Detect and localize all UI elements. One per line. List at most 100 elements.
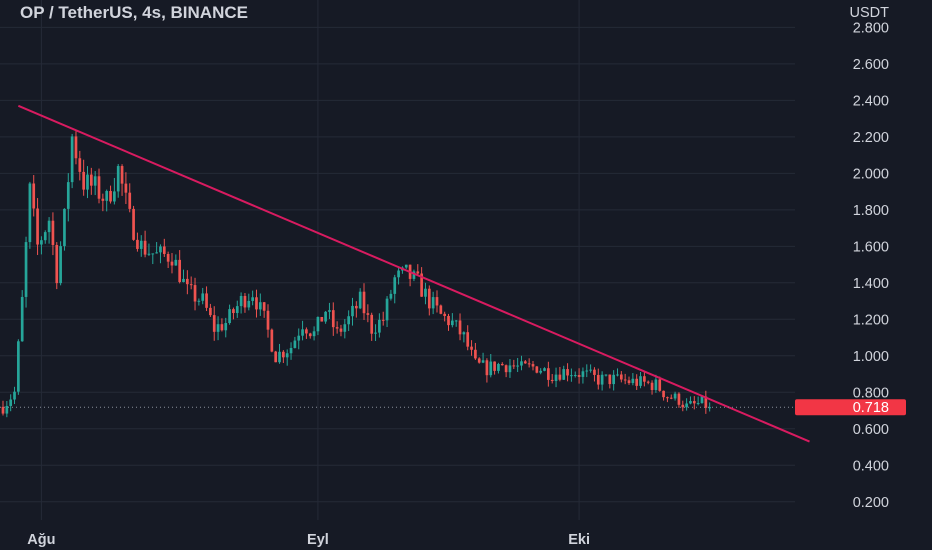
last-price-tag: 0.718 — [795, 399, 906, 416]
candle-body — [285, 353, 289, 358]
trendline[interactable] — [17, 104, 810, 443]
y-tick-label: 2.000 — [853, 166, 889, 182]
candle-body — [393, 277, 397, 294]
candle-body — [489, 361, 493, 376]
candle-body — [331, 310, 335, 328]
candle-body — [416, 271, 420, 274]
candle-body — [366, 313, 370, 315]
candle-body — [9, 399, 13, 406]
candle-body — [639, 376, 642, 386]
candle-body — [485, 360, 489, 376]
candle-body — [266, 310, 270, 330]
candle-body — [435, 297, 439, 306]
candle-body — [182, 278, 185, 283]
time-axis[interactable]: Ağu Eyl Eki — [27, 532, 590, 548]
candle-body — [589, 369, 592, 371]
candle-body — [451, 320, 454, 326]
candle-body — [577, 375, 581, 377]
candle-body — [658, 379, 662, 391]
candle-body — [343, 324, 347, 332]
candle-body — [297, 335, 301, 341]
candle-body — [155, 252, 158, 254]
candle-body — [466, 332, 470, 347]
candle-body — [170, 261, 174, 266]
candle-body — [412, 271, 416, 279]
candle-body — [358, 291, 362, 309]
price-axis[interactable]: 2.800 2.600 2.400 2.200 2.000 1.800 1.600 1.400… — [853, 20, 889, 510]
chart-grid — [0, 0, 795, 520]
y-tick-label: 2.600 — [853, 57, 889, 73]
candle-body — [243, 295, 247, 308]
candle-body — [301, 329, 304, 336]
candle-body — [420, 273, 423, 297]
candle-body — [608, 374, 612, 385]
candle-body — [354, 305, 358, 309]
candle-body — [378, 319, 381, 333]
candle-body — [508, 365, 512, 373]
candle-body — [174, 259, 178, 266]
candle-body — [209, 307, 212, 316]
candles-layer — [1, 131, 712, 418]
candle-body — [59, 246, 62, 284]
candle-body — [159, 246, 162, 253]
candle-body — [374, 332, 377, 334]
candle-body — [677, 393, 681, 405]
candle-body — [262, 302, 266, 311]
candle-body — [136, 239, 139, 249]
candle-body — [47, 220, 51, 233]
candle-body — [527, 363, 531, 365]
candle-body — [500, 363, 504, 366]
candle-body — [685, 403, 688, 408]
candle-body — [124, 183, 128, 193]
candle-body — [212, 315, 216, 332]
candle-body — [251, 297, 254, 301]
candle-body — [443, 313, 447, 316]
y-tick-label: 1.800 — [853, 203, 889, 219]
candle-body — [293, 340, 297, 348]
candle-body — [228, 309, 231, 323]
candle-body — [616, 374, 619, 376]
candle-body — [270, 329, 274, 352]
candle-body — [512, 365, 516, 367]
candle-body — [389, 293, 393, 299]
candle-body — [497, 363, 500, 371]
candle-body — [143, 240, 147, 255]
y-tick-label: 0.600 — [853, 422, 889, 438]
candle-body — [324, 311, 327, 322]
candle-body — [543, 368, 546, 371]
candle-body — [604, 374, 608, 376]
candle-body — [232, 309, 235, 314]
candle-body — [631, 378, 635, 384]
candle-body — [312, 331, 316, 337]
candle-body — [335, 327, 339, 329]
candle-body — [612, 374, 615, 385]
candle-body — [128, 192, 132, 209]
candle-body — [370, 314, 374, 334]
y-tick-label: 0.200 — [853, 495, 889, 511]
y-tick-label: 2.800 — [853, 20, 889, 36]
candle-body — [55, 244, 59, 284]
candle-body — [186, 278, 189, 285]
candle-body — [431, 297, 435, 309]
candle-body — [201, 293, 205, 301]
candle-body — [477, 358, 481, 363]
candle-body — [305, 329, 308, 334]
candle-body — [51, 220, 55, 245]
candle-body — [424, 288, 427, 297]
y-tick-label: 0.800 — [853, 385, 889, 401]
candle-body — [404, 264, 408, 268]
candle-body — [347, 316, 350, 325]
candle-body — [554, 374, 558, 382]
candle-body — [531, 364, 535, 367]
candle-body — [147, 253, 151, 255]
candle-body — [458, 320, 462, 335]
candle-body — [105, 190, 109, 201]
axis-unit-label: USDT — [850, 5, 890, 21]
candle-body — [43, 232, 47, 241]
candle-body — [120, 166, 124, 184]
x-tick-label: Eyl — [307, 532, 329, 548]
candle-body — [17, 341, 20, 392]
candle-body — [66, 182, 70, 209]
x-tick-label: Eki — [568, 532, 590, 548]
